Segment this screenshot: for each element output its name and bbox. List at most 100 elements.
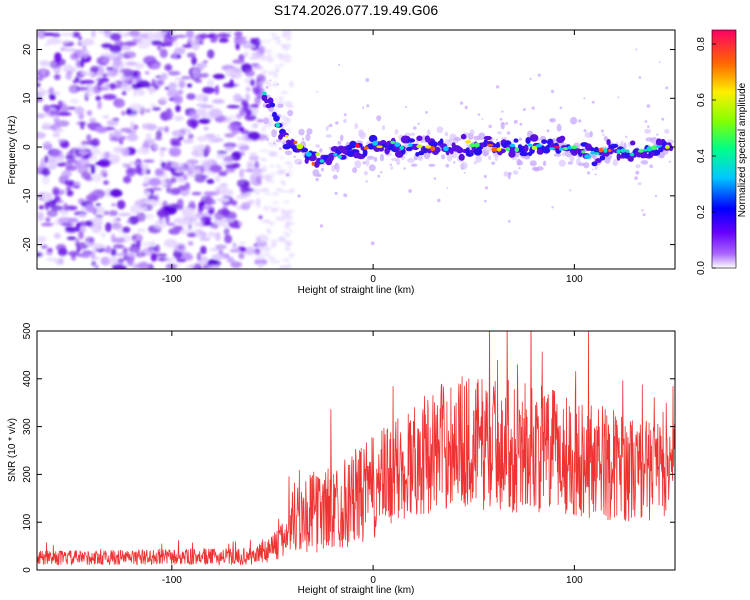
spectrogram-noise-blob xyxy=(91,260,97,267)
signal-outlier-dot xyxy=(519,122,523,126)
signal-outlier-dot xyxy=(636,146,639,149)
spectrogram-noise-blob xyxy=(109,44,122,54)
spectrogram-noise-blob xyxy=(49,93,56,101)
spectrogram-noise-blob xyxy=(227,123,241,132)
signal-core-blob xyxy=(290,139,296,147)
spectrogram-noise-blob xyxy=(97,100,102,110)
signal-halo-blob xyxy=(453,137,462,142)
spectrogram-noise-blob xyxy=(106,119,119,126)
signal-outlier-dot xyxy=(459,101,464,105)
spectrogram-y-tick-label: 20 xyxy=(22,44,33,56)
spectrogram-noise-blob xyxy=(284,247,289,251)
spectrogram-noise-blob xyxy=(103,180,109,185)
spectrogram-noise-blob xyxy=(177,244,185,250)
signal-hot-spot xyxy=(487,144,494,147)
signal-core-blob xyxy=(429,140,438,148)
signal-hot-spot xyxy=(625,149,630,153)
spectrogram-noise-blob xyxy=(145,133,152,140)
spectrogram-noise-blob xyxy=(160,72,168,81)
spectrogram-noise-blob xyxy=(37,252,43,257)
spectrogram-noise-blob xyxy=(77,41,84,47)
spectrogram-noise-blob xyxy=(142,166,147,175)
spectrogram-noise-blob xyxy=(97,81,104,86)
spectrogram-noise-blob xyxy=(207,231,217,237)
spectrogram-noise-blob xyxy=(95,95,101,101)
spectrogram-noise-blob xyxy=(233,93,242,103)
spectrogram-noise-blob xyxy=(287,170,292,173)
spectrogram-y-tick-label: -10 xyxy=(22,188,33,203)
snr-frame xyxy=(36,330,676,571)
signal-outlier-dot xyxy=(405,105,408,108)
signal-halo-blob xyxy=(440,154,446,160)
signal-halo-blob xyxy=(569,155,575,162)
spectrogram-noise-blob xyxy=(202,60,208,64)
spectrogram-noise-blob xyxy=(78,36,83,41)
spectrogram-noise-blob xyxy=(240,129,249,135)
spectrogram-noise-blob xyxy=(181,76,191,80)
spectrogram-noise-blob xyxy=(128,161,143,166)
signal-outlier-dot xyxy=(463,171,466,174)
spectrogram-noise-blob xyxy=(120,127,133,133)
signal-halo-blob xyxy=(365,158,370,167)
signal-outlier-dot xyxy=(551,206,554,209)
spectrogram-noise-blob xyxy=(46,37,61,45)
signal-halo-blob xyxy=(469,129,475,136)
signal-hot-spot xyxy=(408,143,413,147)
spectrogram-noise-blob xyxy=(37,113,46,119)
signal-halo-blob xyxy=(367,155,375,160)
signal-outlier-dot xyxy=(508,172,512,176)
signal-outlier-dot xyxy=(433,177,437,180)
spectrogram-noise-blob xyxy=(278,57,287,61)
spectrogram-y-tick-label: 0 xyxy=(22,144,33,150)
spectrogram-noise-blob xyxy=(98,158,111,168)
spectrogram-noise-blob xyxy=(108,256,119,265)
signal-outlier-dot xyxy=(408,189,412,193)
spectrogram-noise-blob xyxy=(109,82,116,90)
chart-title: S174.2026.077.19.49.G06 xyxy=(274,2,438,18)
signal-outlier-dot xyxy=(661,117,665,121)
spectrogram-noise-blob xyxy=(217,32,231,38)
spectrogram-noise-blob xyxy=(90,65,99,73)
signal-outlier-dot xyxy=(403,167,406,170)
spectrogram-noise-blob xyxy=(273,73,278,79)
signal-outlier-dot xyxy=(278,147,282,151)
spectrogram-noise-blob xyxy=(140,206,147,211)
spectrogram-noise-blob xyxy=(263,206,269,211)
signal-outlier-dot xyxy=(625,135,628,138)
spectrogram-noise-blob xyxy=(248,152,257,156)
spectrogram-noise-blob xyxy=(189,200,195,206)
signal-halo-blob xyxy=(512,170,519,175)
signal-halo-blob xyxy=(382,125,386,131)
signal-halo-blob xyxy=(549,118,556,123)
signal-halo-blob xyxy=(535,166,544,171)
spectrogram-noise-blob xyxy=(41,222,54,227)
signal-outlier-dot xyxy=(445,163,450,168)
snr-y-tick-label: 100 xyxy=(22,513,33,530)
signal-hot-spot xyxy=(465,140,472,144)
spectrogram-noise-blob xyxy=(270,151,279,157)
signal-outlier-dot xyxy=(365,180,368,183)
spectrogram-noise-blob xyxy=(152,63,161,70)
spectrogram-noise-blob xyxy=(96,74,103,79)
signal-halo-blob xyxy=(376,115,382,122)
signal-hot-spot xyxy=(275,122,281,128)
signal-core-blob xyxy=(349,140,357,149)
spectrogram-noise-blob xyxy=(188,133,194,140)
spectrogram-noise-blob xyxy=(115,252,128,257)
spectrogram-noise-blob xyxy=(266,58,274,63)
signal-outlier-dot xyxy=(668,160,672,163)
signal-halo-blob xyxy=(320,167,324,172)
signal-halo-blob xyxy=(570,116,578,125)
spectrogram-noise-blob xyxy=(66,71,73,75)
spectrogram-x-tick-label: 100 xyxy=(566,274,583,285)
spectrogram-noise-blob xyxy=(280,217,285,222)
spectrogram-noise-blob xyxy=(151,78,156,88)
spectrogram-noise-blob xyxy=(215,231,221,242)
spectrogram-noise-blob xyxy=(66,159,78,163)
signal-halo-blob xyxy=(354,122,359,130)
signal-hot-spot xyxy=(629,152,635,157)
spectrogram-noise-blob xyxy=(263,123,272,128)
spectrogram-noise-blob xyxy=(240,202,251,211)
spectrogram-noise-blob xyxy=(136,228,147,233)
signal-core-blob xyxy=(273,115,280,122)
